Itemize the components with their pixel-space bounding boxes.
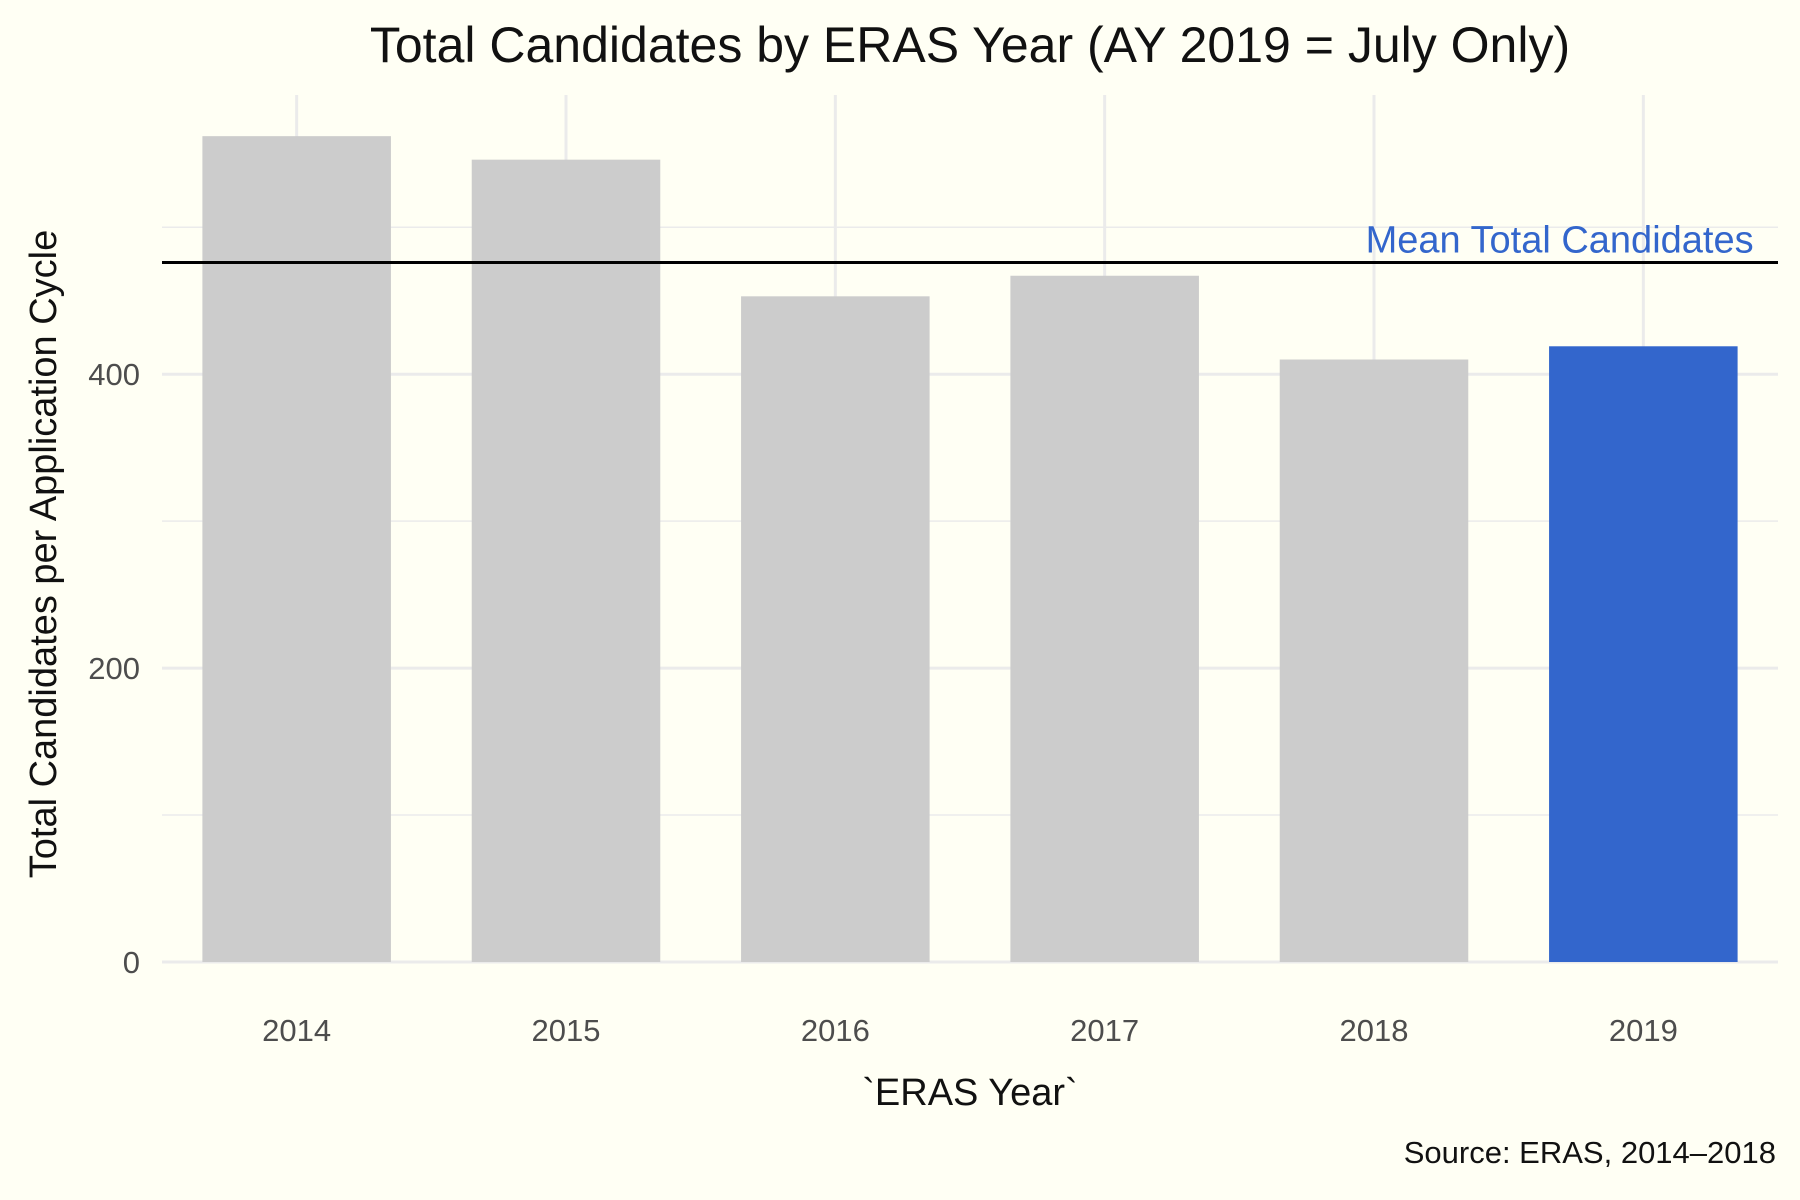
chart-title: Total Candidates by ERAS Year (AY 2019 =… <box>370 17 1570 73</box>
bar-2016 <box>741 296 930 963</box>
x-tick-label-2018: 2018 <box>1340 1013 1409 1048</box>
mean-reference: Mean Total Candidates <box>162 220 1778 265</box>
mean-line-label: Mean Total Candidates <box>1366 220 1754 262</box>
x-axis-title: `ERAS Year` <box>862 1072 1077 1114</box>
bar-2019 <box>1549 346 1738 962</box>
bar-2014 <box>202 136 391 963</box>
bar-2015 <box>471 159 661 963</box>
chart-caption: Source: ERAS, 2014–2018 <box>1404 1135 1776 1170</box>
bar-2017 <box>1010 275 1199 963</box>
bars <box>202 136 1738 963</box>
x-tick-label-2019: 2019 <box>1609 1013 1678 1048</box>
bar-2018 <box>1279 359 1469 962</box>
x-tick-label-2015: 2015 <box>532 1013 601 1048</box>
y-tick-label-400: 400 <box>88 357 140 392</box>
x-tick-label-2014: 2014 <box>262 1013 331 1048</box>
y-tick-label-0: 0 <box>123 945 140 980</box>
x-tick-label-2017: 2017 <box>1070 1013 1139 1048</box>
y-tick-label-200: 200 <box>88 651 140 686</box>
x-axis-ticks: 2014 2015 2016 2017 2018 2019 <box>262 1013 1678 1048</box>
y-axis-ticks: 0 200 400 <box>88 357 140 980</box>
y-axis-title: Total Candidates per Application Cycle <box>23 230 65 879</box>
x-tick-label-2016: 2016 <box>801 1013 870 1048</box>
